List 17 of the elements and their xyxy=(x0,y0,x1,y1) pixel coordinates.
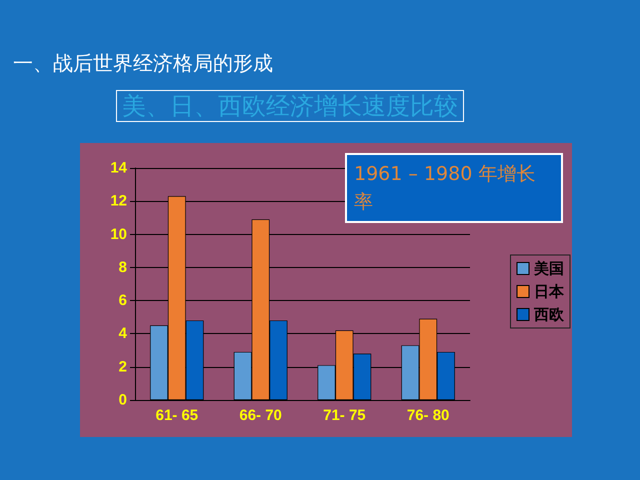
y-tick-label: 4 xyxy=(118,325,128,342)
x-tick-label: 76- 80 xyxy=(406,407,450,424)
y-tick-label: 12 xyxy=(110,192,127,210)
annotation: 1961 – 1980 年增长率 xyxy=(354,163,536,213)
y-tick-label: 8 xyxy=(118,258,127,276)
y-tick-label: 6 xyxy=(118,292,127,310)
y-tick-label: 2 xyxy=(118,358,127,376)
x-tick-label: 71- 75 xyxy=(323,407,366,424)
y-tick-label: 14 xyxy=(110,160,128,176)
chart-title: 一、战后世界经济格局的形成 xyxy=(13,51,273,75)
legend-label: 美国 xyxy=(533,260,564,278)
legend-label: 西欧 xyxy=(533,306,565,324)
y-tick-label: 10 xyxy=(110,226,127,243)
legend-label: 日本 xyxy=(534,282,565,300)
x-tick-label: 66- 70 xyxy=(239,407,282,424)
x-tick-label: 61- 65 xyxy=(156,407,198,424)
y-tick-label: 0 xyxy=(118,392,127,408)
